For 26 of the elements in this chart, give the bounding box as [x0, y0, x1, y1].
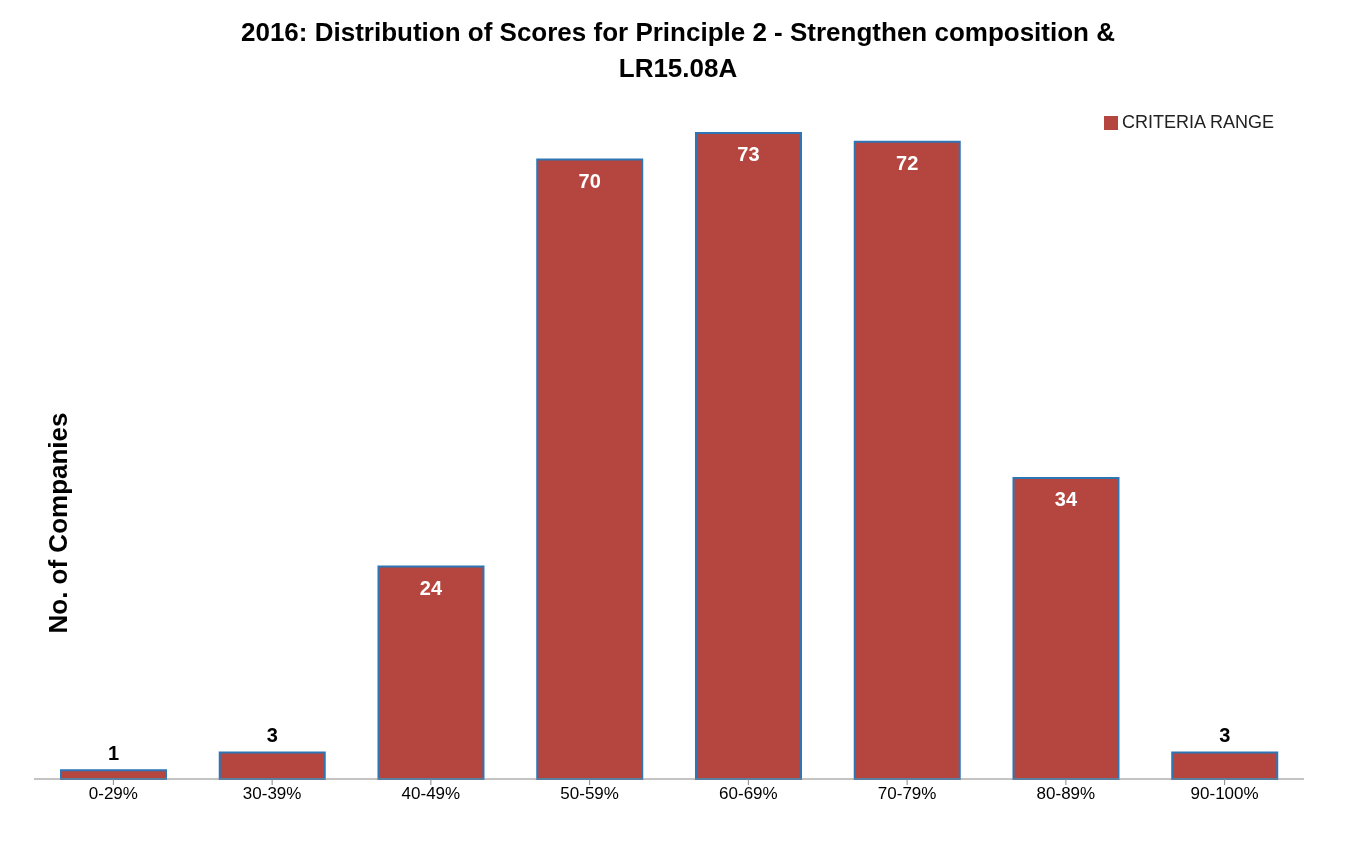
data-label: 3 — [266, 724, 278, 747]
bar — [1012, 477, 1120, 780]
data-label: 3 — [1219, 724, 1231, 747]
x-tick-label: 90-100% — [1190, 784, 1259, 804]
x-tick-label: 70-79% — [877, 784, 937, 804]
bar — [536, 158, 644, 780]
data-label: 70 — [578, 169, 601, 192]
chart-title: 2016: Distribution of Scores for Principle 2 - Strengthen composition & LR15.08A — [240, 16, 1116, 85]
data-label: 1 — [107, 742, 120, 765]
data-label: 34 — [1054, 488, 1078, 511]
bar — [218, 751, 326, 780]
x-tick-label: 30-39% — [242, 784, 302, 804]
x-tick-label: 0-29% — [88, 784, 138, 804]
bar — [853, 140, 961, 780]
x-tick-label: 60-69% — [719, 784, 778, 804]
bar — [694, 132, 802, 780]
x-tick-label: 50-59% — [560, 784, 619, 804]
data-label: 73 — [737, 143, 760, 165]
x-tick-label: 80-89% — [1036, 784, 1096, 804]
y-axis-title: No. of Companies — [42, 412, 74, 634]
legend-label: CRITERIA RANGE — [1121, 112, 1274, 132]
bar — [1171, 751, 1279, 780]
x-tick-label: 40-49% — [401, 784, 461, 804]
bar — [377, 565, 485, 780]
data-label: 72 — [896, 151, 919, 174]
data-label: 24 — [419, 576, 443, 599]
